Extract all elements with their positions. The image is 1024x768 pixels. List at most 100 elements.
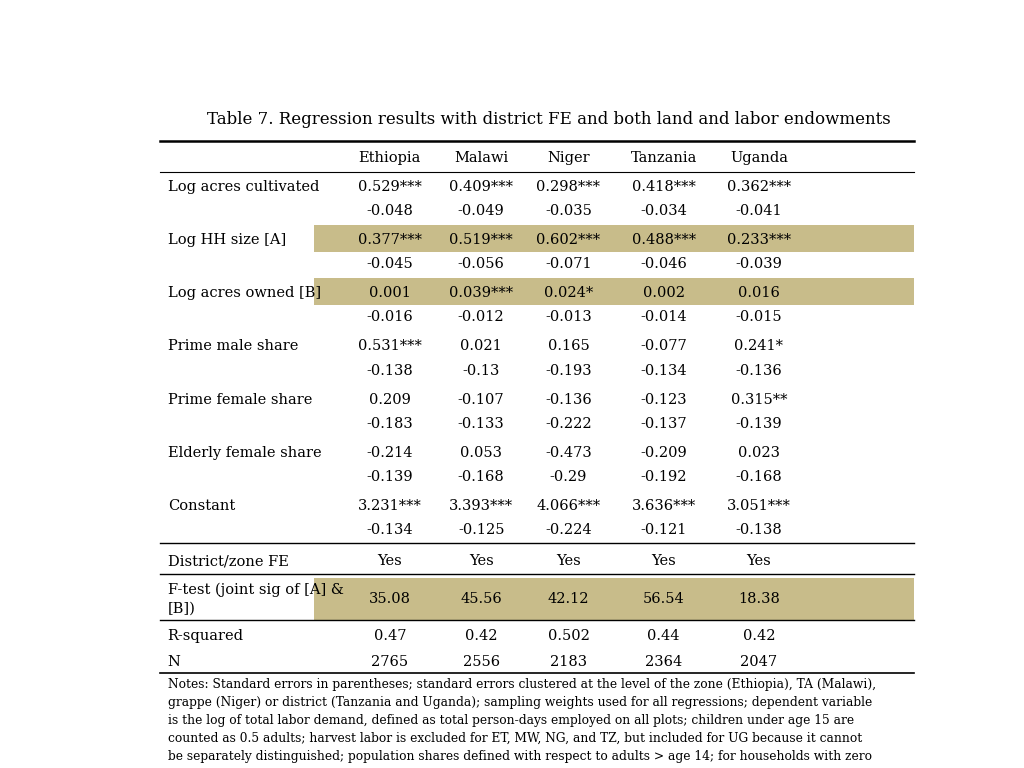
- Bar: [314, 278, 913, 306]
- Text: -0.29: -0.29: [550, 470, 587, 484]
- Text: -0.138: -0.138: [735, 523, 782, 538]
- Text: -0.056: -0.056: [458, 257, 505, 271]
- Text: Tanzania: Tanzania: [631, 151, 697, 165]
- Text: 0.42: 0.42: [465, 629, 498, 644]
- Text: 42.12: 42.12: [548, 592, 589, 606]
- Text: 4.066***: 4.066***: [537, 499, 600, 513]
- Text: 0.47: 0.47: [374, 629, 407, 644]
- Text: -0.136: -0.136: [545, 392, 592, 407]
- Text: Yes: Yes: [651, 554, 676, 568]
- Text: 0.377***: 0.377***: [358, 233, 422, 247]
- Text: -0.139: -0.139: [735, 417, 782, 431]
- Text: District/zone FE: District/zone FE: [168, 554, 289, 568]
- Text: -0.139: -0.139: [367, 470, 414, 484]
- Text: -0.214: -0.214: [367, 446, 413, 460]
- Text: -0.049: -0.049: [458, 204, 505, 218]
- Text: -0.224: -0.224: [545, 523, 592, 538]
- Text: Ethiopia: Ethiopia: [358, 151, 421, 165]
- Text: -0.192: -0.192: [640, 470, 687, 484]
- Text: 0.024*: 0.024*: [544, 286, 593, 300]
- Text: -0.121: -0.121: [640, 523, 687, 538]
- Text: 0.053: 0.053: [460, 446, 502, 460]
- Text: 3.051***: 3.051***: [727, 499, 791, 513]
- Text: Constant: Constant: [168, 499, 234, 513]
- Text: Yes: Yes: [469, 554, 494, 568]
- Text: -0.125: -0.125: [458, 523, 505, 538]
- Text: 0.42: 0.42: [742, 629, 775, 644]
- Text: -0.034: -0.034: [640, 204, 687, 218]
- Text: -0.473: -0.473: [545, 446, 592, 460]
- Text: 3.636***: 3.636***: [632, 499, 695, 513]
- Text: 2364: 2364: [645, 654, 682, 669]
- Text: 0.418***: 0.418***: [632, 180, 695, 194]
- Text: -0.183: -0.183: [367, 417, 414, 431]
- Text: -0.016: -0.016: [367, 310, 414, 324]
- Text: 3.231***: 3.231***: [358, 499, 422, 513]
- Text: -0.137: -0.137: [640, 417, 687, 431]
- Text: -0.045: -0.045: [367, 257, 414, 271]
- Text: 18.38: 18.38: [738, 592, 780, 606]
- Text: 35.08: 35.08: [369, 592, 411, 606]
- Text: -0.138: -0.138: [367, 364, 414, 378]
- Text: 0.016: 0.016: [738, 286, 780, 300]
- Text: Log HH size [A]: Log HH size [A]: [168, 233, 286, 247]
- Text: -0.168: -0.168: [735, 470, 782, 484]
- Text: Notes: Standard errors in parentheses; standard errors clustered at the level of: Notes: Standard errors in parentheses; s…: [168, 678, 876, 768]
- Text: -0.193: -0.193: [545, 364, 592, 378]
- Text: Prime male share: Prime male share: [168, 339, 298, 353]
- Text: 2047: 2047: [740, 654, 777, 669]
- Text: -0.014: -0.014: [640, 310, 687, 324]
- Text: 3.393***: 3.393***: [450, 499, 513, 513]
- Text: Yes: Yes: [746, 554, 771, 568]
- Text: 56.54: 56.54: [643, 592, 685, 606]
- Text: 0.602***: 0.602***: [537, 233, 600, 247]
- Text: 0.502: 0.502: [548, 629, 590, 644]
- Text: 0.021: 0.021: [460, 339, 502, 353]
- Text: -0.048: -0.048: [367, 204, 414, 218]
- Text: Elderly female share: Elderly female share: [168, 446, 322, 460]
- Text: Prime female share: Prime female share: [168, 392, 312, 407]
- Text: 0.001: 0.001: [369, 286, 411, 300]
- Text: Malawi: Malawi: [454, 151, 508, 165]
- Bar: [314, 225, 913, 252]
- Text: -0.013: -0.013: [545, 310, 592, 324]
- Text: -0.209: -0.209: [640, 446, 687, 460]
- Text: 0.409***: 0.409***: [450, 180, 513, 194]
- Text: -0.071: -0.071: [545, 257, 592, 271]
- Text: Log acres owned [B]: Log acres owned [B]: [168, 286, 321, 300]
- Text: 0.531***: 0.531***: [358, 339, 422, 353]
- Text: 0.241*: 0.241*: [734, 339, 783, 353]
- Text: Log acres cultivated: Log acres cultivated: [168, 180, 319, 194]
- Text: 0.165: 0.165: [548, 339, 590, 353]
- Text: Yes: Yes: [556, 554, 581, 568]
- Text: -0.046: -0.046: [640, 257, 687, 271]
- Text: Uganda: Uganda: [730, 151, 787, 165]
- Text: -0.222: -0.222: [545, 417, 592, 431]
- Text: Table 7. Regression results with district FE and both land and labor endowments: Table 7. Regression results with distric…: [207, 111, 891, 128]
- Text: -0.035: -0.035: [545, 204, 592, 218]
- Text: R-squared: R-squared: [168, 629, 244, 644]
- Text: F-test (joint sig of [A] &
[B]): F-test (joint sig of [A] & [B]): [168, 583, 344, 615]
- Text: -0.015: -0.015: [735, 310, 782, 324]
- Text: 2183: 2183: [550, 654, 587, 669]
- Text: -0.134: -0.134: [367, 523, 414, 538]
- Text: N: N: [168, 654, 180, 669]
- Text: -0.107: -0.107: [458, 392, 505, 407]
- Text: 2556: 2556: [463, 654, 500, 669]
- Text: 0.362***: 0.362***: [727, 180, 791, 194]
- Text: 0.233***: 0.233***: [727, 233, 791, 247]
- Text: Yes: Yes: [378, 554, 402, 568]
- Text: -0.168: -0.168: [458, 470, 505, 484]
- Text: -0.012: -0.012: [458, 310, 505, 324]
- Text: -0.039: -0.039: [735, 257, 782, 271]
- Text: 0.315**: 0.315**: [731, 392, 787, 407]
- Text: -0.134: -0.134: [640, 364, 687, 378]
- Text: 45.56: 45.56: [460, 592, 502, 606]
- Text: 0.44: 0.44: [647, 629, 680, 644]
- Text: 0.002: 0.002: [643, 286, 685, 300]
- Text: -0.13: -0.13: [463, 364, 500, 378]
- Text: -0.077: -0.077: [640, 339, 687, 353]
- Text: 0.298***: 0.298***: [537, 180, 600, 194]
- Text: 0.023: 0.023: [738, 446, 780, 460]
- Text: 0.039***: 0.039***: [450, 286, 513, 300]
